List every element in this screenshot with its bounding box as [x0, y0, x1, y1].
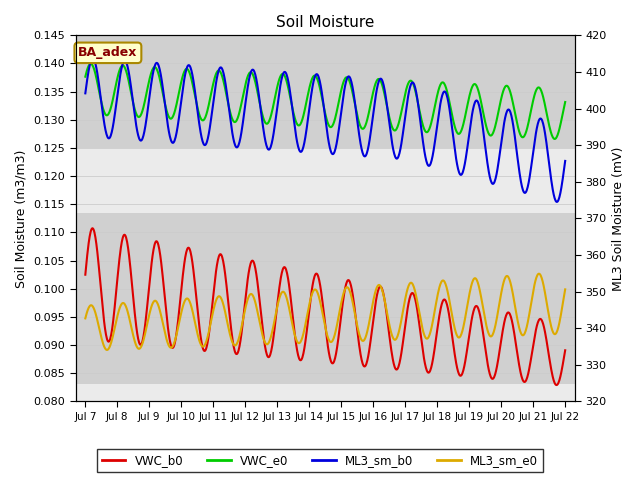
- Title: Soil Moisture: Soil Moisture: [276, 15, 374, 30]
- Text: BA_adex: BA_adex: [78, 46, 138, 60]
- Bar: [76, 213, 575, 384]
- Y-axis label: ML3 Soil Moisture (mV): ML3 Soil Moisture (mV): [612, 146, 625, 290]
- Legend: VWC_b0, VWC_e0, ML3_sm_b0, ML3_sm_e0: VWC_b0, VWC_e0, ML3_sm_b0, ML3_sm_e0: [97, 449, 543, 472]
- Y-axis label: Soil Moisture (m3/m3): Soil Moisture (m3/m3): [15, 149, 28, 288]
- Bar: [76, 33, 575, 148]
